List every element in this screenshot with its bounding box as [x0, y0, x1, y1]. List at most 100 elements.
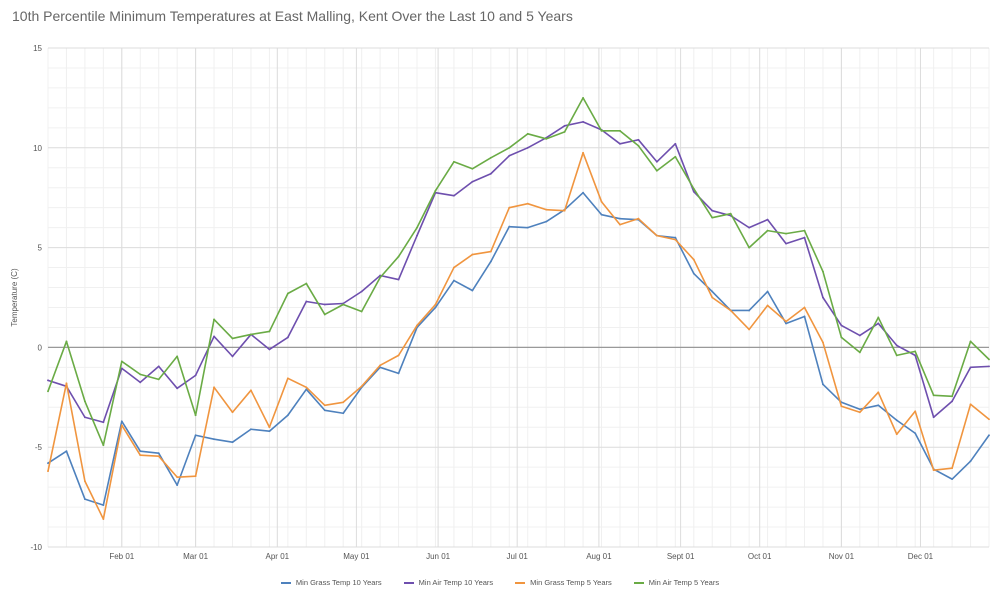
data-point [84, 416, 86, 419]
series-segment [545, 208, 566, 212]
series-segment [932, 394, 953, 398]
series-segment [563, 151, 584, 212]
data-point [526, 202, 529, 205]
legend-item[interactable]: Min Air Temp 5 Years [633, 578, 719, 587]
series-segment [323, 302, 345, 306]
series-segment [397, 326, 418, 375]
series-segment [766, 229, 787, 235]
data-point [637, 217, 640, 220]
series-segment [895, 344, 916, 357]
series-segment [859, 391, 880, 414]
series-segment [692, 272, 714, 293]
data-point [858, 334, 861, 337]
data-point [692, 190, 695, 193]
series-segment [157, 365, 178, 390]
data-point [822, 296, 824, 299]
data-point [434, 306, 437, 309]
series-min-grass-temp-10-years [47, 191, 990, 506]
series-segment [416, 189, 437, 229]
series-segment [637, 217, 658, 237]
series-segment [194, 434, 215, 441]
data-point [471, 167, 474, 170]
series-segment [157, 452, 178, 486]
series-segment [157, 355, 178, 381]
series-segment [416, 306, 437, 329]
data-point [895, 354, 898, 357]
legend-item[interactable]: Min Grass Temp 5 Years [515, 578, 612, 587]
data-point [508, 146, 511, 149]
data-point [711, 209, 714, 212]
series-segment [582, 151, 603, 203]
data-point [508, 154, 511, 157]
data-point [988, 365, 990, 368]
series-segment [674, 238, 695, 261]
series-segment [748, 290, 769, 312]
series-segment [287, 388, 308, 417]
data-point [268, 426, 271, 429]
data-point [748, 309, 751, 312]
series-segment [748, 229, 769, 249]
data-point [305, 386, 308, 389]
data-point [766, 218, 769, 221]
series-segment [323, 401, 345, 407]
data-point [766, 304, 769, 307]
legend-item[interactable]: Min Grass Temp 10 Years [280, 578, 382, 587]
series-segment [656, 143, 677, 163]
data-point [397, 354, 400, 357]
series-segment [803, 306, 824, 344]
data-point [803, 229, 806, 232]
series-segment [379, 354, 400, 367]
data-point [250, 389, 252, 392]
data-point [674, 142, 677, 145]
series-segment [508, 202, 529, 209]
data-point [803, 315, 806, 318]
series-segment [840, 324, 861, 337]
data-point [582, 97, 584, 99]
legend-item[interactable]: Min Air Temp 10 Years [403, 578, 493, 587]
data-point [305, 282, 308, 285]
series-segment [914, 432, 935, 470]
data-point [231, 411, 234, 414]
series-segment [139, 373, 160, 381]
x-tick-label: Jul 01 [507, 552, 529, 561]
data-point [120, 360, 123, 363]
series-segment [194, 318, 215, 417]
series-segment [397, 324, 418, 357]
data-point [692, 272, 695, 275]
data-point [785, 322, 787, 325]
data-point [619, 217, 621, 220]
series-segment [213, 335, 234, 358]
y-tick-label: -5 [35, 443, 43, 452]
data-point [379, 364, 382, 367]
data-point [822, 341, 824, 344]
data-point [102, 444, 105, 447]
series-segment [785, 315, 806, 325]
series-segment [250, 428, 271, 433]
data-point [231, 337, 234, 340]
series-segment [250, 330, 271, 336]
series-segment [563, 97, 584, 133]
series-segment [951, 340, 972, 398]
series-segment [674, 155, 695, 190]
data-point [563, 124, 566, 127]
series-segment [213, 386, 234, 414]
legend-swatch [515, 581, 526, 584]
series-segment [951, 403, 972, 469]
series-segment [914, 354, 935, 419]
data-point [526, 226, 529, 229]
data-point [932, 394, 935, 397]
data-point [176, 484, 179, 487]
series-segment [508, 133, 529, 149]
series-segment [785, 306, 806, 323]
data-point [840, 324, 843, 327]
series-min-air-temp-5-years [47, 97, 990, 447]
series-segment [545, 208, 566, 223]
y-tick-label: -10 [30, 543, 42, 552]
series-segment [360, 276, 381, 313]
series-segment [379, 255, 400, 279]
series-segment [748, 304, 769, 331]
series-segment [434, 191, 455, 197]
x-tick-label: Jun 01 [426, 552, 451, 561]
series-segment [822, 383, 843, 404]
